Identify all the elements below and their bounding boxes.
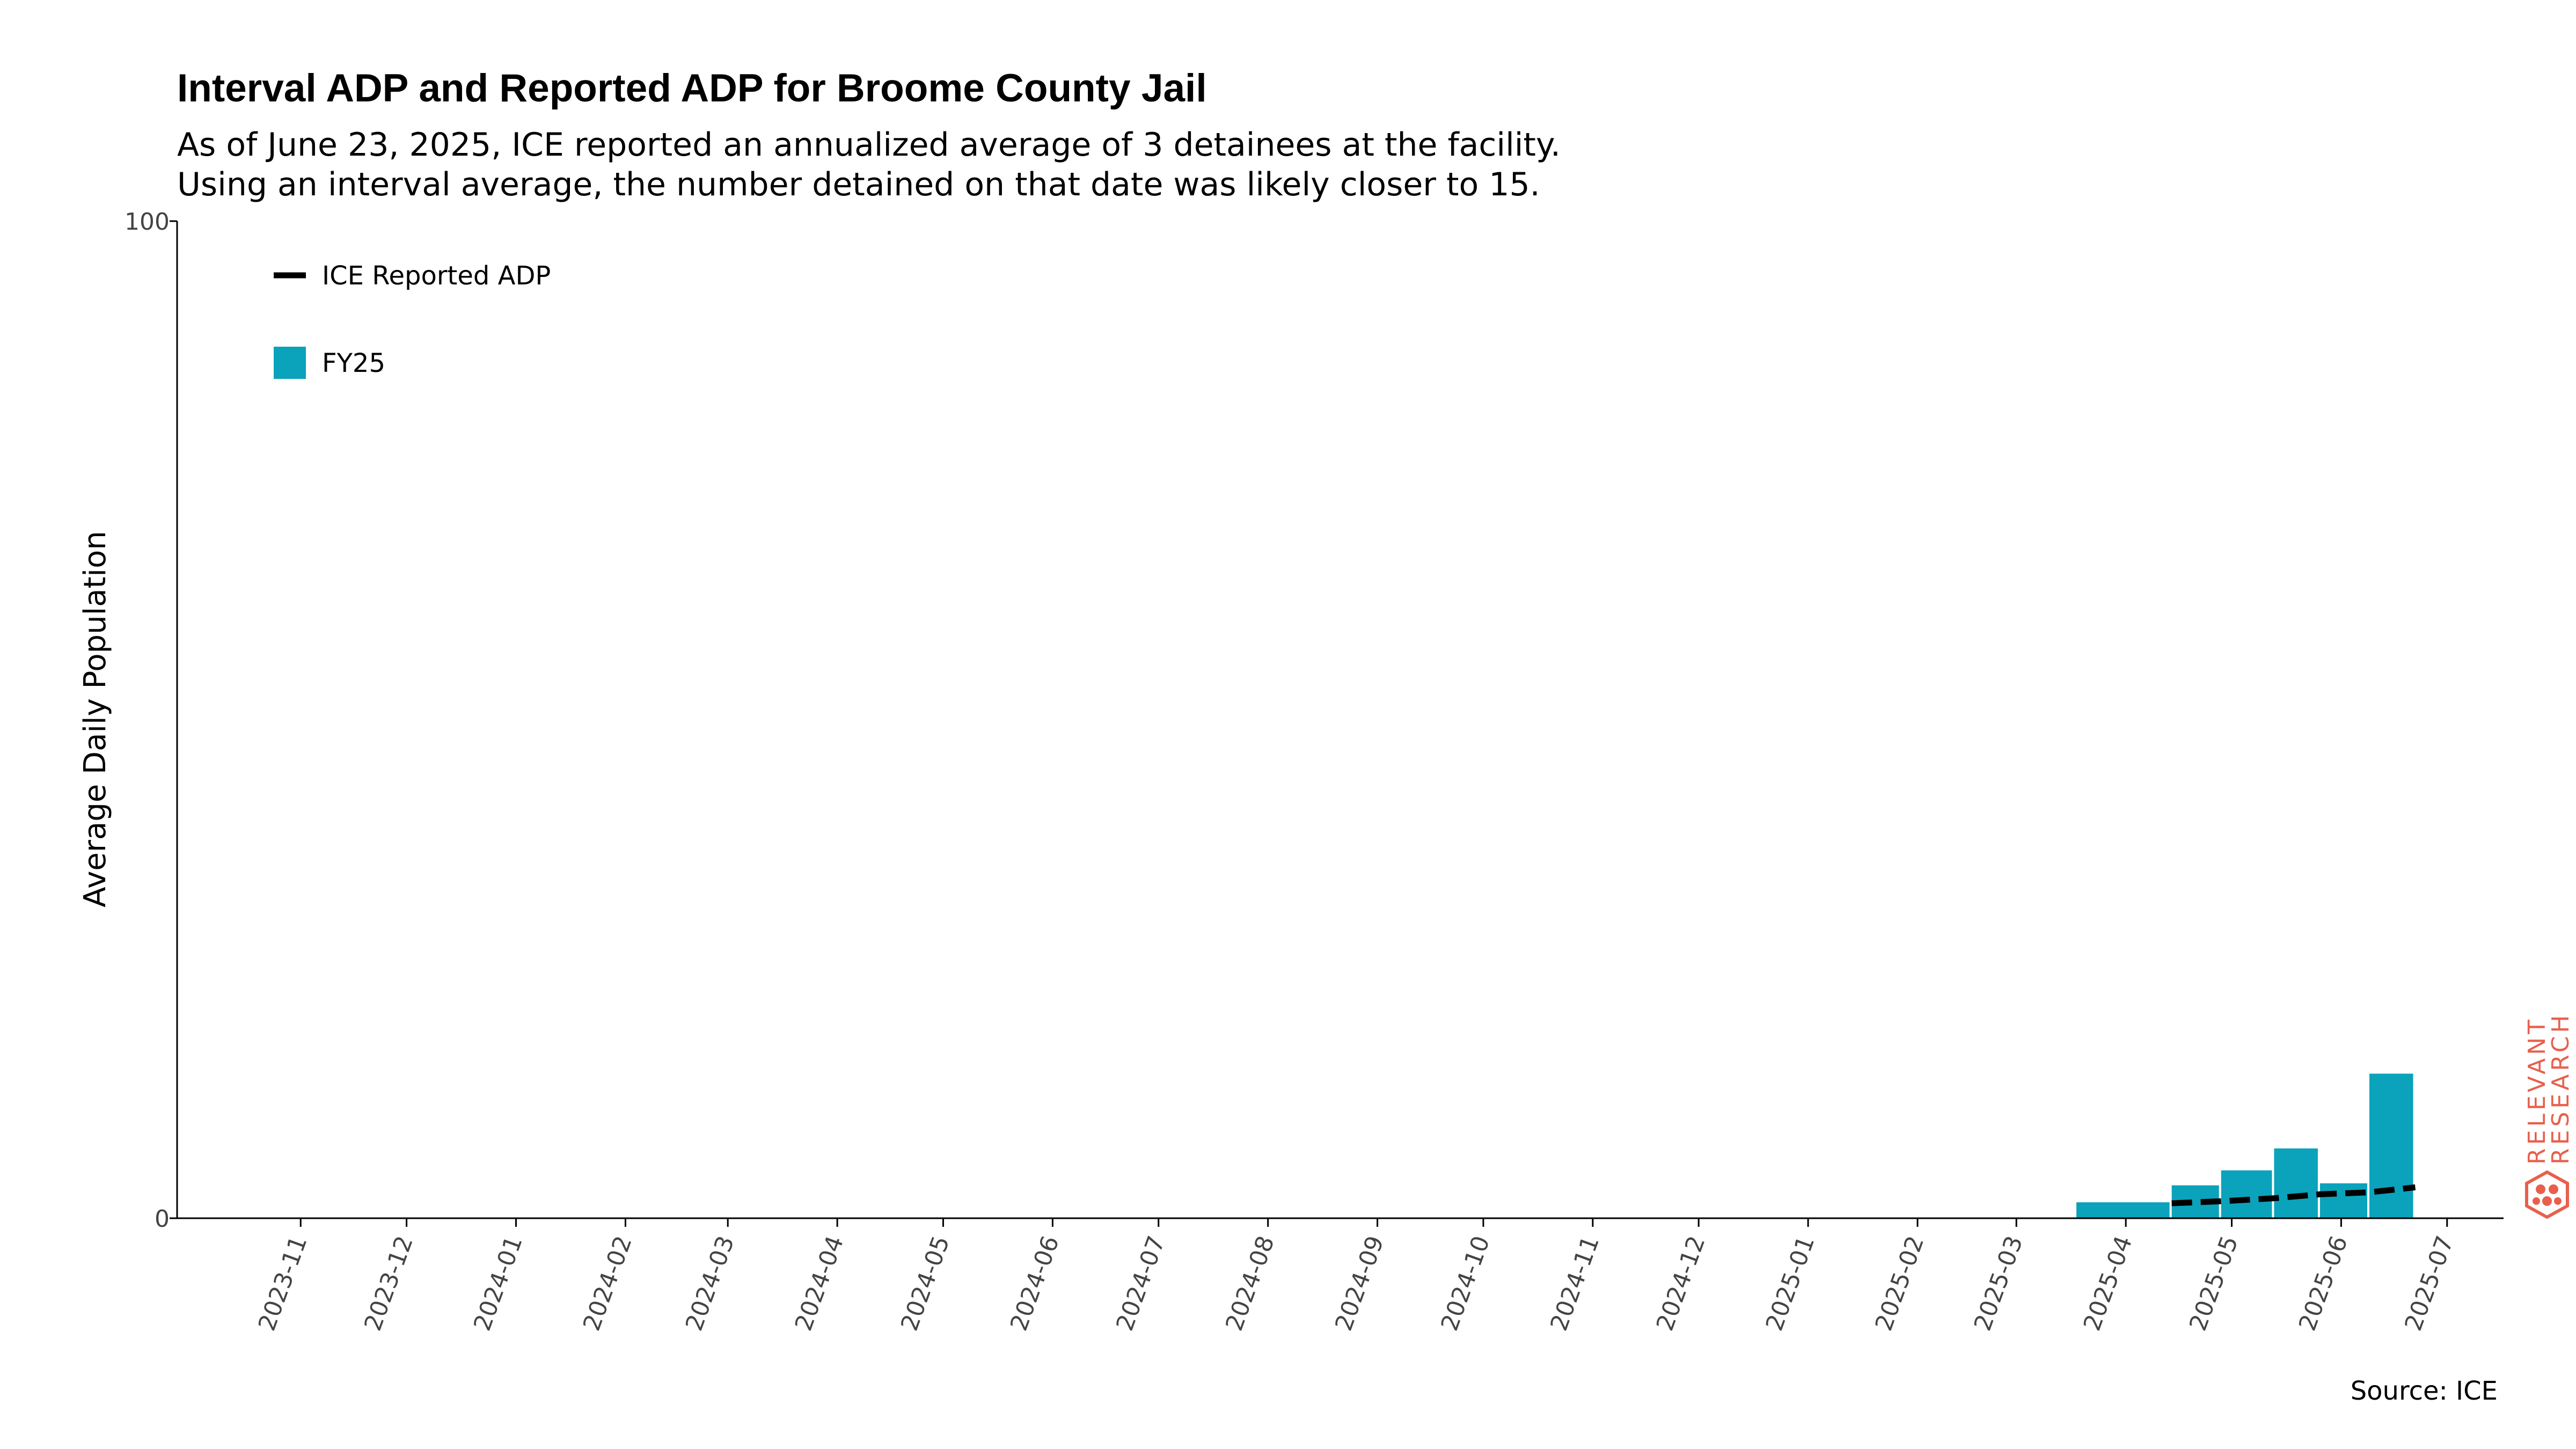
x-tick-label-2024-07: 2024-07 bbox=[1111, 1232, 1170, 1334]
x-tick-label-2025-04: 2025-04 bbox=[2079, 1232, 2138, 1334]
x-tick-label-2025-06: 2025-06 bbox=[2294, 1232, 2353, 1334]
legend: ICE Reported ADP FY25 bbox=[274, 261, 551, 379]
bar-5 bbox=[2369, 1073, 2413, 1218]
chart-subtitle-line-1: As of June 23, 2025, ICE reported an ann… bbox=[177, 126, 1561, 164]
legend-label-1: FY25 bbox=[322, 348, 385, 378]
logo-line-2: RESEARCH bbox=[2547, 1012, 2572, 1165]
line-layer bbox=[2171, 1184, 2416, 1206]
y-tick-label-100: 100 bbox=[125, 208, 170, 236]
logo-line-1: RELEVANT bbox=[2523, 1016, 2551, 1165]
x-tick-label-2025-03: 2025-03 bbox=[1969, 1232, 2029, 1334]
x-tick-label-2025-07: 2025-07 bbox=[2399, 1232, 2459, 1334]
logo-wordmark: RELEVANT RESEARCH bbox=[2523, 1012, 2572, 1165]
legend-label-0: ICE Reported ADP bbox=[322, 261, 551, 291]
legend-swatch-bar bbox=[274, 347, 306, 379]
x-tick-label-2024-05: 2024-05 bbox=[896, 1232, 955, 1334]
relevant-research-logo: RELEVANT RESEARCH bbox=[2522, 998, 2572, 1224]
bar-2 bbox=[2221, 1170, 2272, 1218]
axes-layer: 0 100 2023-11 2023-12 2024-01 2024-02 2024-03 2… bbox=[125, 208, 2504, 1335]
x-tick-label-2025-05: 2025-05 bbox=[2184, 1232, 2244, 1334]
x-tick-label-2024-04: 2024-04 bbox=[790, 1232, 850, 1334]
chart-title: Interval ADP and Reported ADP for Broome… bbox=[177, 67, 1207, 110]
x-tick-label-2024-02: 2024-02 bbox=[578, 1232, 638, 1334]
ice-reported-adp-line bbox=[2171, 1184, 2416, 1206]
x-tick-label-2024-06: 2024-06 bbox=[1005, 1232, 1065, 1334]
bars-layer bbox=[2076, 1073, 2413, 1218]
x-tick-label-2024-10: 2024-10 bbox=[1436, 1232, 1495, 1334]
x-tick-label-2025-02: 2025-02 bbox=[1870, 1232, 1930, 1334]
x-tick-label-2023-11: 2023-11 bbox=[253, 1232, 313, 1334]
bar-4 bbox=[2319, 1183, 2368, 1218]
y-tick-label-0: 0 bbox=[155, 1205, 170, 1233]
bar-0 bbox=[2076, 1202, 2170, 1218]
x-tick-label-2024-08: 2024-08 bbox=[1220, 1232, 1280, 1334]
chart-subtitle-line-2: Using an interval average, the number de… bbox=[177, 166, 1540, 203]
x-tick-label-2024-09: 2024-09 bbox=[1330, 1232, 1389, 1334]
x-tick-label-2024-01: 2024-01 bbox=[469, 1232, 528, 1334]
hexagon-network-icon bbox=[2525, 1170, 2569, 1219]
x-tick-label-2025-01: 2025-01 bbox=[1761, 1232, 1820, 1334]
source-note: Source: ICE bbox=[2350, 1376, 2498, 1406]
x-tick-label-2024-11: 2024-11 bbox=[1545, 1232, 1605, 1334]
y-axis-label: Average Daily Population bbox=[78, 531, 113, 907]
x-tick-label-2024-03: 2024-03 bbox=[680, 1232, 740, 1334]
x-tick-label-2024-12: 2024-12 bbox=[1651, 1232, 1711, 1334]
bar-3 bbox=[2274, 1148, 2318, 1218]
x-tick-label-2023-12: 2023-12 bbox=[359, 1232, 419, 1334]
